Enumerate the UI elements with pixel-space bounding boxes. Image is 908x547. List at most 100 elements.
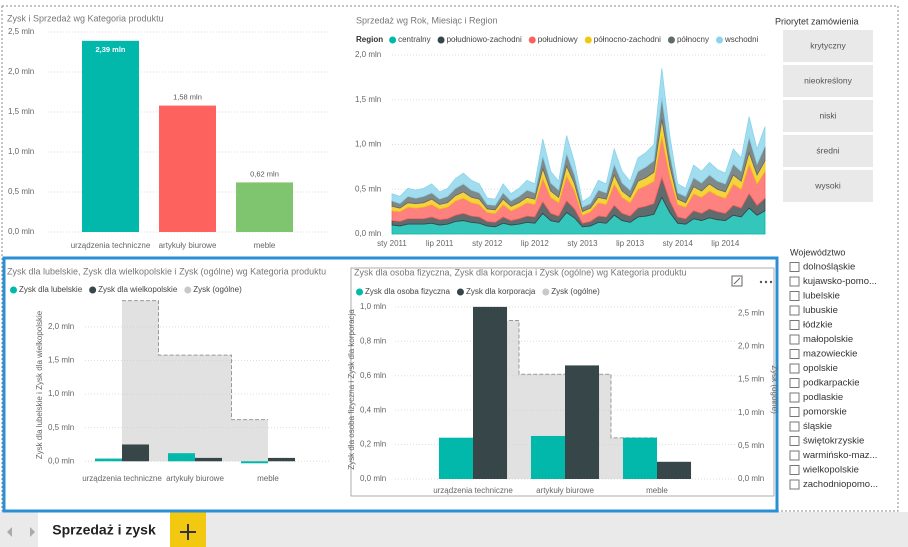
checkbox[interactable] <box>789 378 800 388</box>
slicer-button[interactable] <box>783 30 873 62</box>
x-tick-label: meble <box>257 474 279 483</box>
tab-label[interactable]: Sprzedaż i zysk <box>52 522 156 538</box>
y-tick-label: 2,0 mln <box>355 50 381 59</box>
tab[interactable] <box>38 512 170 547</box>
checkbox[interactable] <box>789 450 800 461</box>
y-tick-label: 1,0 mln <box>48 389 74 398</box>
slicer-item[interactable]: małopolskie <box>803 334 853 345</box>
focus-icon-arrow <box>733 277 741 285</box>
slicer-item[interactable]: mazowieckie <box>803 349 857 360</box>
checkbox[interactable] <box>789 407 800 417</box>
slicer-button-label[interactable]: niski <box>819 110 836 120</box>
y-tick-label: 0,5 mln <box>8 187 34 196</box>
data-label: 2,39 mln <box>95 45 125 54</box>
slicer-button-label[interactable]: wysoki <box>814 180 841 190</box>
y-tick-label: 1,5 mln <box>48 356 74 365</box>
y2-tick-label: 0,0 mln <box>738 474 764 483</box>
slicer-button-label[interactable]: średni <box>816 145 839 155</box>
checkbox[interactable] <box>789 349 800 359</box>
slicer-item[interactable]: zachodniopomo... <box>803 479 878 490</box>
focus-icon[interactable] <box>731 275 743 287</box>
x-tick-label: urządzenia techniczne <box>71 241 151 250</box>
more-options-icon[interactable] <box>759 280 773 284</box>
checkbox[interactable] <box>789 334 800 345</box>
bar <box>82 40 139 232</box>
y-tick-label: 1,0 mln <box>8 147 34 156</box>
bar <box>268 457 296 462</box>
checkbox[interactable] <box>789 436 800 446</box>
legend-label[interactable]: północno-zachodni <box>594 35 661 44</box>
checkbox[interactable] <box>789 320 800 330</box>
legend-marker <box>528 36 536 44</box>
legend-label[interactable]: Zysk (ogólne) <box>551 287 600 296</box>
slicer-item[interactable]: wielkopolskie <box>802 465 859 476</box>
bar <box>657 461 692 479</box>
area-outline <box>122 300 268 421</box>
slicer-item[interactable]: podkarpackie <box>803 378 860 389</box>
checkbox[interactable] <box>789 262 800 272</box>
bar <box>122 444 150 462</box>
y-tick-label: 0,0 mln <box>8 227 34 236</box>
checkbox[interactable] <box>789 363 800 374</box>
bar <box>195 457 223 462</box>
checkbox[interactable] <box>789 276 800 287</box>
legend-marker <box>184 286 192 294</box>
y2-tick-label: 2,5 mln <box>738 308 764 317</box>
slicer-item[interactable]: warmińsko-maz... <box>802 450 877 461</box>
legend-label[interactable]: Zysk dla korporacja <box>466 287 536 296</box>
checkbox[interactable] <box>789 465 800 475</box>
legend-label[interactable]: Zysk dla osoba fizyczna <box>365 287 450 296</box>
legend-marker <box>667 36 675 44</box>
slicer-item[interactable]: podlaskie <box>803 392 843 403</box>
slicer-title: Województwo <box>790 247 845 257</box>
slicer-item[interactable]: opolskie <box>803 363 838 374</box>
legend-label[interactable]: centralny <box>398 35 430 44</box>
legend-title: Region <box>356 35 383 44</box>
legend-label[interactable]: południowy <box>538 35 578 44</box>
legend-label[interactable]: wschodni <box>724 35 759 44</box>
checkbox[interactable] <box>789 479 800 490</box>
slicer-button[interactable] <box>783 170 873 202</box>
slicer-button[interactable] <box>783 65 873 97</box>
data-label: 1,58 mln <box>173 93 202 102</box>
x-tick-label: lip 2013 <box>616 239 645 248</box>
next-arrow[interactable] <box>30 527 35 537</box>
y2-tick-label: 0,5 mln <box>738 441 764 450</box>
x-tick-label: sty 2012 <box>472 239 503 248</box>
legend-label[interactable]: Zysk dla wielkopolskie <box>98 285 178 294</box>
legend-label[interactable]: północny <box>677 35 709 44</box>
legend-label[interactable]: południowo-zachodni <box>447 35 522 44</box>
slicer-item[interactable]: pomorskie <box>803 407 847 418</box>
slicer-button-label[interactable]: krytyczny <box>810 40 846 50</box>
slicer-item[interactable]: lubelskie <box>803 291 840 302</box>
legend-marker <box>89 286 97 294</box>
legend-label[interactable]: Zysk dla lubelskie <box>19 285 83 294</box>
legend-marker <box>456 288 464 296</box>
checkbox[interactable] <box>789 421 800 432</box>
bar <box>167 453 195 462</box>
slicer-button[interactable] <box>783 100 873 132</box>
slicer-item[interactable]: kujawsko-pomo... <box>803 276 877 287</box>
slicer-button-label[interactable]: nieokreślony <box>804 75 852 85</box>
legend-marker <box>437 36 445 44</box>
slicer-item[interactable]: łódzkie <box>803 320 833 331</box>
slicer-item[interactable]: dolnośląskie <box>803 262 855 273</box>
checkbox[interactable] <box>789 392 800 403</box>
slicer-item[interactable]: lubuskie <box>803 305 838 316</box>
x-tick-label: sty 2011 <box>377 239 407 248</box>
slicer-item[interactable]: świętokrzyskie <box>803 436 864 447</box>
y-axis-title: Zysk dla lubelskie i Zysk dla wielkopols… <box>35 310 44 459</box>
area <box>122 300 268 462</box>
slicer-item[interactable]: śląskie <box>803 421 832 432</box>
y-axis-title: Zysk dla osoba fizyczna i Zysk dla korpo… <box>347 309 356 470</box>
slicer-button[interactable] <box>783 135 873 167</box>
checkbox[interactable] <box>789 305 800 316</box>
legend-label[interactable]: Zysk (ogólne) <box>193 285 242 294</box>
y2-tick-label: 1,0 mln <box>738 408 764 417</box>
checkbox[interactable] <box>789 291 800 301</box>
selection-border <box>2 256 779 513</box>
legend-marker <box>715 36 723 44</box>
y-tick-label: 0,0 mln <box>48 456 74 465</box>
prev-arrow[interactable] <box>7 527 12 537</box>
